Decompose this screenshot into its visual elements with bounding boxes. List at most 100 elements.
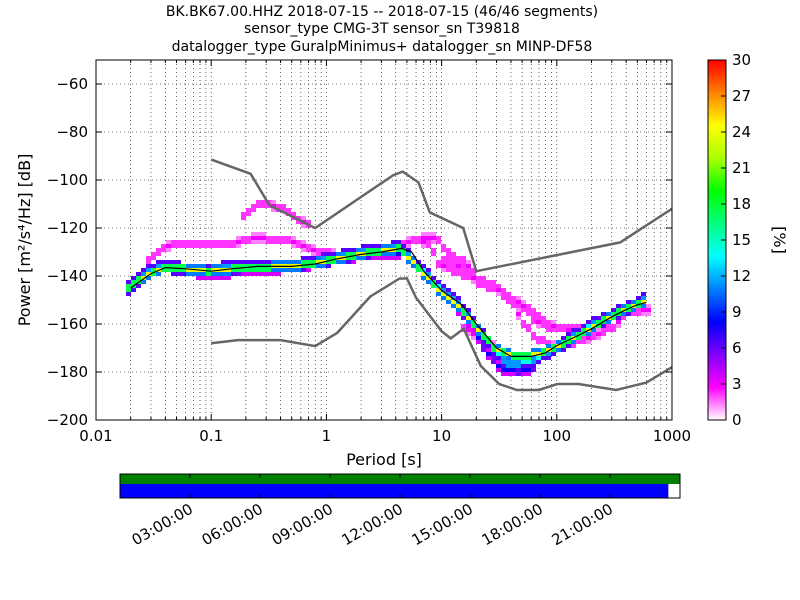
psd-density-cell <box>346 256 351 260</box>
psd-density-cell <box>511 356 516 360</box>
psd-density-cell <box>401 240 406 244</box>
psd-density-cell <box>451 260 456 264</box>
psd-density-cell <box>156 264 161 268</box>
psd-density-cell <box>351 256 356 260</box>
psd-density-cell <box>511 364 516 368</box>
psd-density-cell <box>271 268 276 272</box>
psd-density-cell <box>221 264 226 268</box>
psd-density-cell <box>311 252 316 256</box>
psd-density-cell <box>436 292 441 296</box>
psd-density-cell <box>441 292 446 296</box>
psd-density-cell <box>546 340 551 344</box>
psd-density-cell <box>261 240 266 244</box>
psd-density-cell <box>491 280 496 284</box>
psd-density-cell <box>496 284 501 288</box>
psd-density-cell <box>501 348 506 352</box>
psd-density-cell <box>481 336 486 340</box>
psd-density-cell <box>606 316 611 320</box>
psd-density-cell <box>186 264 191 268</box>
psd-density-cell <box>551 320 556 324</box>
mean-psd-line <box>130 247 647 357</box>
plot-frame <box>95 59 673 421</box>
psd-density-cell <box>526 372 531 376</box>
psd-density-cell <box>506 372 511 376</box>
psd-density-cell <box>161 248 166 252</box>
psd-density-cell <box>231 244 236 248</box>
psd-density-cell <box>466 332 471 336</box>
psd-density-cell <box>511 300 516 304</box>
psd-density-cell <box>461 264 466 268</box>
psd-density-cell <box>631 312 636 316</box>
psd-density-cell <box>476 280 481 284</box>
psd-density-cell <box>441 288 446 292</box>
psd-density-cell <box>466 268 471 272</box>
psd-density-cell <box>411 264 416 268</box>
psd-density-cell <box>231 240 236 244</box>
psd-density-cell <box>641 312 646 316</box>
psd-density-cell <box>141 268 146 272</box>
psd-density-cell <box>206 272 211 276</box>
psd-density-cell <box>496 368 501 372</box>
psd-density-cell <box>566 336 571 340</box>
psd-density-cell <box>461 324 466 328</box>
psd-density-cell <box>601 312 606 316</box>
psd-density-cell <box>201 240 206 244</box>
psd-density-cell <box>576 336 581 340</box>
psd-density-cell <box>141 276 146 280</box>
psd-density-cell <box>441 268 446 272</box>
psd-density-cell <box>506 356 511 360</box>
psd-density-cell <box>596 328 601 332</box>
psd-density-cell <box>501 288 506 292</box>
psd-density-cell <box>596 316 601 320</box>
psd-density-cell <box>251 208 256 212</box>
psd-density-cell <box>451 304 456 308</box>
psd-density-cell <box>166 244 171 248</box>
psd-density-cell <box>531 360 536 364</box>
psd-density-cell <box>516 364 521 368</box>
psd-density-cell <box>201 244 206 248</box>
psd-density-cell <box>326 260 331 264</box>
psd-density-cell <box>371 256 376 260</box>
psd-density-cell <box>516 304 521 308</box>
psd-density-cell <box>411 260 416 264</box>
psd-density-cell <box>151 252 156 256</box>
psd-density-cell <box>226 240 231 244</box>
psd-density-cell <box>511 368 516 372</box>
psd-density-cell <box>246 236 251 240</box>
psd-density-cell <box>501 372 506 376</box>
psd-density-cell <box>541 324 546 328</box>
y-tick-label: −200 <box>47 411 88 429</box>
psd-density-cell <box>146 256 151 260</box>
psd-density-cell <box>246 208 251 212</box>
psd-density-cell <box>296 240 301 244</box>
psd-density-cell <box>531 316 536 320</box>
psd-density-cell <box>611 328 616 332</box>
psd-density-cell <box>236 264 241 268</box>
psd-density-cell <box>541 356 546 360</box>
psd-density-cell <box>331 256 336 260</box>
psd-density-cell <box>411 256 416 260</box>
psd-density-cell <box>171 264 176 268</box>
psd-density-cell <box>191 244 196 248</box>
psd-density-cell <box>396 248 401 252</box>
psd-density-cell <box>521 356 526 360</box>
psd-density-cell <box>286 208 291 212</box>
psd-density-cell <box>436 280 441 284</box>
psd-density-cell <box>446 268 451 272</box>
psd-density-cell <box>191 240 196 244</box>
psd-density-cell <box>396 240 401 244</box>
psd-density-cell <box>226 272 231 276</box>
psd-density-cell <box>141 280 146 284</box>
psd-density-cell <box>451 264 456 268</box>
psd-density-cell <box>476 332 481 336</box>
psd-density-cell <box>136 272 141 276</box>
psd-density-cell <box>191 272 196 276</box>
psd-density-cell <box>596 320 601 324</box>
psd-density-cell <box>141 272 146 276</box>
x-tick-label: 1000 <box>653 427 691 445</box>
colorbar-tick-label: 21 <box>732 159 751 177</box>
psd-density-cell <box>226 264 231 268</box>
psd-density-cell <box>541 320 546 324</box>
psd-density-cell <box>591 336 596 340</box>
psd-density-cell <box>131 276 136 280</box>
